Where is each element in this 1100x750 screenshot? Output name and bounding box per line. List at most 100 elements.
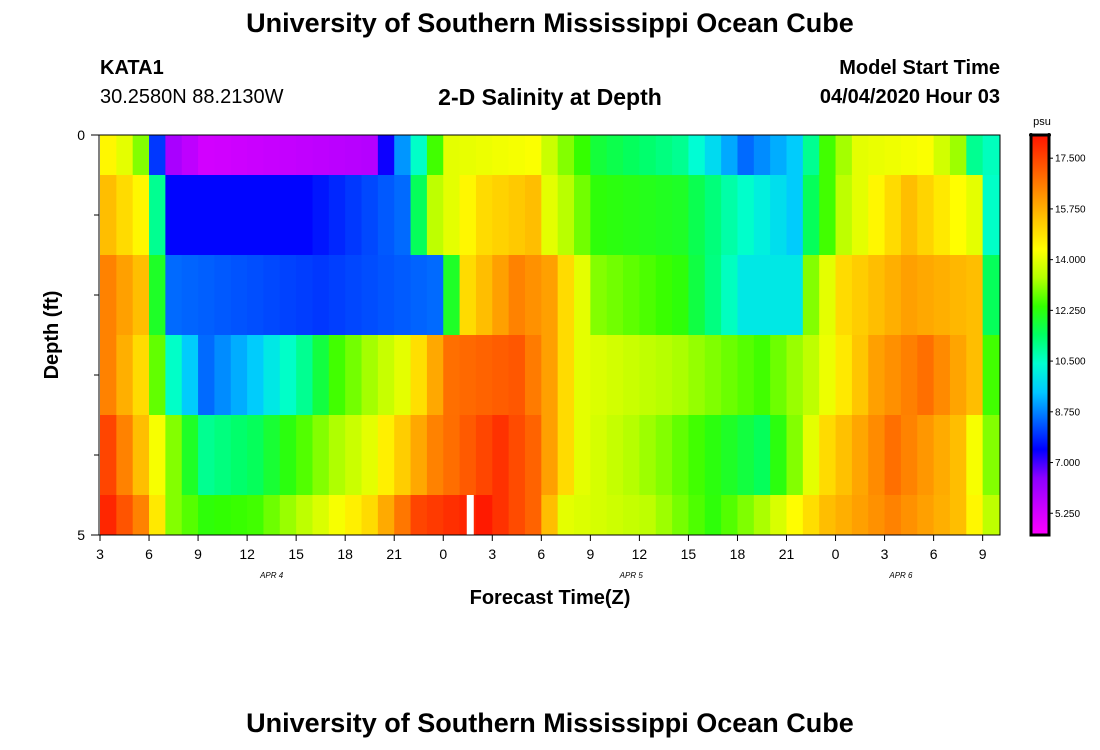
heatmap-cell — [966, 495, 984, 535]
plot-frame — [98, 134, 1001, 536]
heatmap-cell — [802, 135, 820, 175]
heatmap-cell — [721, 135, 739, 175]
heatmap-cell — [508, 495, 526, 535]
heatmap-cell — [100, 415, 117, 495]
heatmap-cell — [802, 175, 820, 255]
heatmap-cell — [606, 495, 624, 535]
heatmap-cell — [557, 415, 575, 495]
heatmap-cell — [328, 335, 346, 415]
heatmap-cell — [328, 415, 346, 495]
heatmap-cell — [100, 495, 117, 535]
x-tick-label: 15 — [288, 546, 304, 562]
heatmap-cell — [312, 255, 330, 335]
heatmap-cell — [214, 135, 232, 175]
heatmap-cell — [606, 135, 624, 175]
heatmap-cell — [410, 335, 428, 415]
heatmap-cell — [426, 495, 444, 535]
y-axis: 05 — [77, 127, 99, 543]
heatmap-cell — [835, 415, 853, 495]
heatmap-cell — [149, 495, 166, 535]
heatmap-cell — [279, 495, 297, 535]
heatmap-cell — [819, 495, 837, 535]
heatmap-cell — [704, 255, 722, 335]
heatmap-cell — [966, 255, 984, 335]
heatmap-cell — [100, 335, 117, 415]
heatmap-cell — [802, 335, 820, 415]
heatmap-cell — [753, 135, 771, 175]
heatmap-cell — [247, 415, 265, 495]
heatmap-cell — [949, 495, 967, 535]
heatmap-cell — [982, 255, 1000, 335]
heatmap-cell — [426, 255, 444, 335]
heatmap-cell — [524, 255, 542, 335]
heatmap-cell — [770, 255, 788, 335]
heatmap-cell — [672, 495, 690, 535]
heatmap-cell — [917, 175, 935, 255]
heatmap-cell — [508, 335, 526, 415]
heatmap-cell — [770, 335, 788, 415]
date-label: APR 5 — [619, 571, 644, 580]
heatmap-cell — [459, 255, 477, 335]
heatmap-cell — [345, 335, 363, 415]
heatmap-cell — [132, 335, 150, 415]
x-tick-label: 3 — [96, 546, 104, 562]
heatmap-cell — [982, 335, 1000, 415]
colorbar-tick-label: 17.500 — [1055, 154, 1086, 165]
heatmap-cell — [574, 135, 591, 175]
heatmap-cell — [263, 255, 281, 335]
heatmap-cell — [655, 255, 673, 335]
heatmap-cell — [851, 335, 869, 415]
heatmap-cell — [884, 415, 902, 495]
x-tick-label: 12 — [632, 546, 648, 562]
colorbar-tick-label: 5.250 — [1055, 509, 1080, 520]
heatmap-cell — [770, 495, 788, 535]
heatmap-cell — [345, 415, 363, 495]
heatmap-cell — [623, 335, 640, 415]
y-tick-label: 0 — [77, 127, 85, 143]
heatmap-cell — [835, 335, 853, 415]
heatmap-cell — [737, 415, 755, 495]
colorbar-unit: psu — [1033, 116, 1051, 128]
heatmap-cell — [328, 495, 346, 535]
heatmap-cell — [116, 175, 134, 255]
heatmap-cell — [279, 335, 297, 415]
heatmap-cell — [214, 255, 232, 335]
heatmap-cell — [394, 175, 412, 255]
colorbar-cap — [1047, 133, 1051, 137]
x-tick-label: 6 — [145, 546, 153, 562]
heatmap-cell — [884, 135, 902, 175]
heatmap-cell — [868, 335, 886, 415]
heatmap-cell — [181, 415, 199, 495]
heatmap-cell — [263, 415, 281, 495]
heatmap-cell — [541, 495, 559, 535]
heatmap-cell — [296, 175, 314, 255]
x-tick-label: 12 — [239, 546, 255, 562]
heatmap-cell — [606, 255, 624, 335]
heatmap-cell — [851, 495, 869, 535]
heatmap-cell — [312, 135, 330, 175]
heatmap-cell — [475, 255, 493, 335]
heatmap-cell — [230, 175, 248, 255]
heatmap-cell — [900, 415, 918, 495]
heatmap-cell — [721, 335, 739, 415]
heatmap-cell — [165, 335, 183, 415]
heatmap-cell — [443, 255, 461, 335]
heatmap-cell — [230, 415, 248, 495]
heatmap-cell — [394, 135, 412, 175]
heatmap-cell — [802, 255, 820, 335]
heatmap-cell — [426, 415, 444, 495]
heatmap-cell — [508, 255, 526, 335]
heatmap-cell — [377, 415, 395, 495]
heatmap-cell — [917, 135, 935, 175]
model-start-label: Model Start Time — [839, 57, 1000, 79]
heatmap-cell — [426, 135, 444, 175]
heatmap-cell — [721, 255, 739, 335]
heatmap-cell — [492, 175, 510, 255]
heatmap-cell — [933, 135, 951, 175]
y-tick-label: 5 — [77, 527, 85, 543]
heatmap-cell — [835, 175, 853, 255]
heatmap-cell — [475, 135, 493, 175]
heatmap-cell — [426, 335, 444, 415]
x-tick-label: 6 — [537, 546, 545, 562]
